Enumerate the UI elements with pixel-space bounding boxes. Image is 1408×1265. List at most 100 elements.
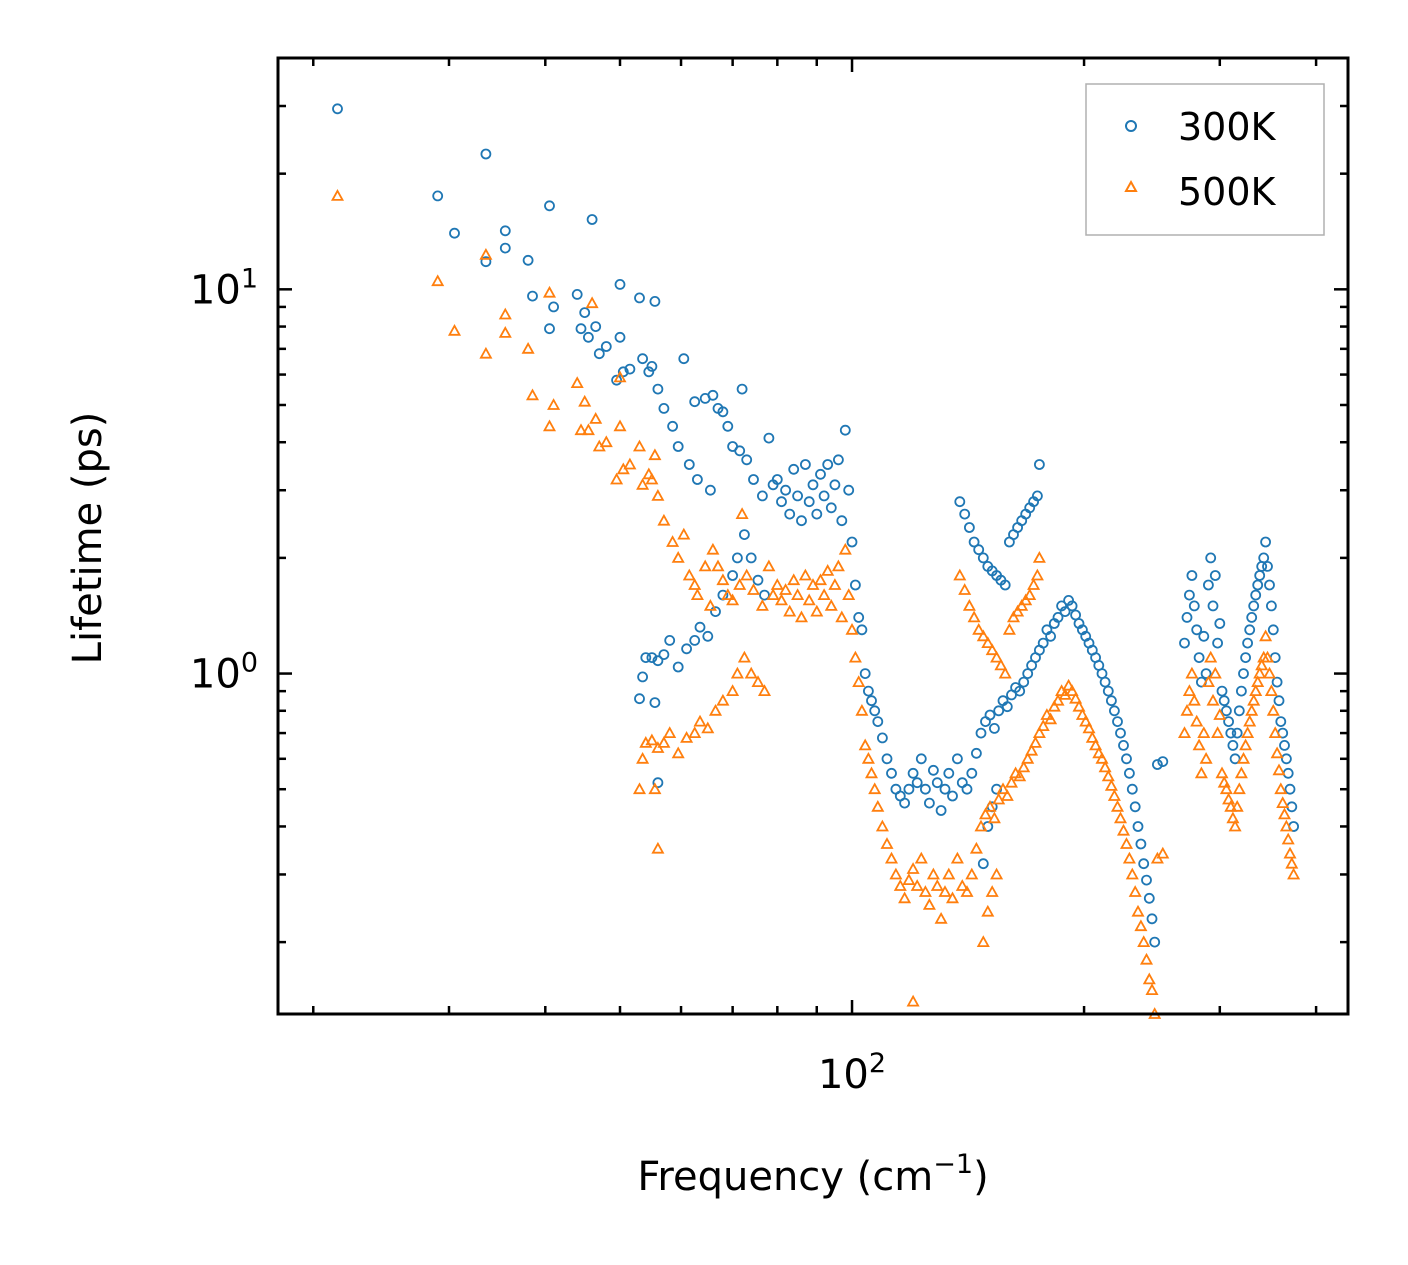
point-300k bbox=[1227, 740, 1239, 751]
point-500k bbox=[657, 736, 671, 748]
point-500k bbox=[682, 568, 696, 581]
point-500k bbox=[791, 588, 805, 600]
point-500k bbox=[1232, 782, 1246, 795]
point-300k bbox=[846, 536, 858, 548]
point-300k bbox=[1248, 600, 1260, 612]
point-500k bbox=[1032, 726, 1046, 738]
point-500k bbox=[985, 643, 999, 656]
point-500k bbox=[762, 559, 776, 572]
point-300k bbox=[1001, 701, 1013, 713]
point-500k bbox=[726, 684, 740, 696]
point-500k bbox=[1226, 811, 1240, 824]
point-300k bbox=[1102, 685, 1114, 697]
point-300k bbox=[652, 383, 664, 395]
point-500k bbox=[1187, 693, 1201, 706]
point-500k bbox=[1276, 796, 1290, 808]
point-300k bbox=[678, 353, 690, 365]
point-500k bbox=[479, 346, 493, 359]
point-300k bbox=[1214, 618, 1226, 629]
point-500k bbox=[498, 307, 512, 320]
point-500k bbox=[858, 738, 872, 751]
point-300k bbox=[961, 783, 973, 795]
point-500k bbox=[845, 622, 859, 635]
point-300k bbox=[1218, 695, 1230, 707]
point-300k bbox=[1179, 637, 1190, 649]
point-300k bbox=[1191, 624, 1203, 636]
point-500k bbox=[648, 782, 662, 795]
point-500k bbox=[835, 610, 849, 623]
point-300k bbox=[667, 420, 678, 432]
point-500k bbox=[730, 666, 744, 679]
point-300k bbox=[1014, 685, 1026, 697]
point-300k bbox=[856, 624, 868, 636]
point-500k bbox=[1030, 568, 1044, 581]
point-300k bbox=[637, 671, 648, 683]
point-500k bbox=[787, 573, 801, 586]
point-300k bbox=[1184, 589, 1195, 601]
point-300k bbox=[984, 709, 996, 721]
point-500k bbox=[852, 675, 866, 687]
point-300k bbox=[652, 655, 664, 667]
point-500k bbox=[960, 885, 974, 897]
point-300k bbox=[964, 522, 975, 533]
point-300k bbox=[825, 502, 837, 514]
point-300k bbox=[1112, 716, 1123, 727]
point-500k bbox=[1283, 846, 1297, 859]
point-300k bbox=[1242, 637, 1253, 649]
point-500k bbox=[542, 419, 557, 432]
point-300k bbox=[658, 402, 670, 414]
point-300k bbox=[499, 242, 511, 254]
point-500k bbox=[1224, 799, 1238, 812]
point-500k bbox=[992, 792, 1006, 805]
y-tick-label-10: 101 bbox=[190, 263, 258, 313]
point-500k bbox=[983, 799, 997, 812]
point-300k bbox=[886, 767, 897, 779]
point-300k bbox=[1260, 536, 1271, 548]
point-300k bbox=[796, 515, 807, 527]
point-300k bbox=[947, 790, 958, 802]
point-300k bbox=[815, 468, 826, 480]
point-300k bbox=[839, 424, 851, 436]
point-300k bbox=[907, 767, 919, 779]
point-300k bbox=[863, 685, 874, 697]
point-500k bbox=[1272, 763, 1286, 776]
point-500k bbox=[1279, 819, 1293, 832]
point-300k bbox=[866, 695, 877, 707]
point-500k bbox=[1040, 708, 1054, 720]
point-500k bbox=[1072, 699, 1086, 712]
point-500k bbox=[1215, 766, 1229, 779]
point-300k bbox=[1209, 570, 1221, 581]
point-300k bbox=[859, 668, 871, 679]
point-300k bbox=[1066, 600, 1078, 612]
point-300k bbox=[757, 490, 768, 502]
point-300k bbox=[449, 227, 460, 239]
point-500k bbox=[930, 879, 944, 891]
point-500k bbox=[1023, 588, 1037, 600]
point-300k bbox=[579, 307, 591, 319]
point-300k bbox=[590, 321, 602, 333]
point-500k bbox=[985, 885, 999, 897]
point-500k bbox=[1134, 919, 1148, 932]
point-500k bbox=[610, 472, 624, 485]
point-300k bbox=[881, 753, 893, 765]
point-300k bbox=[727, 570, 738, 581]
point-300k bbox=[939, 783, 951, 795]
point-300k bbox=[745, 552, 757, 564]
point-300k bbox=[652, 777, 664, 789]
point-500k bbox=[1156, 846, 1170, 859]
point-300k bbox=[952, 753, 963, 765]
point-500k bbox=[967, 610, 981, 623]
point-500k bbox=[1199, 751, 1213, 764]
point-500k bbox=[1116, 823, 1131, 836]
point-300k bbox=[583, 331, 594, 343]
point-300k bbox=[614, 331, 626, 343]
point-300k bbox=[903, 783, 915, 795]
point-300k bbox=[759, 589, 770, 601]
point-500k bbox=[447, 323, 462, 336]
point-300k bbox=[683, 459, 695, 470]
point-300k bbox=[1236, 685, 1247, 697]
point-500k bbox=[889, 867, 903, 880]
point-300k bbox=[877, 732, 888, 744]
point-300k bbox=[741, 454, 753, 466]
x-tick-exponent: 2 bbox=[869, 1048, 886, 1079]
